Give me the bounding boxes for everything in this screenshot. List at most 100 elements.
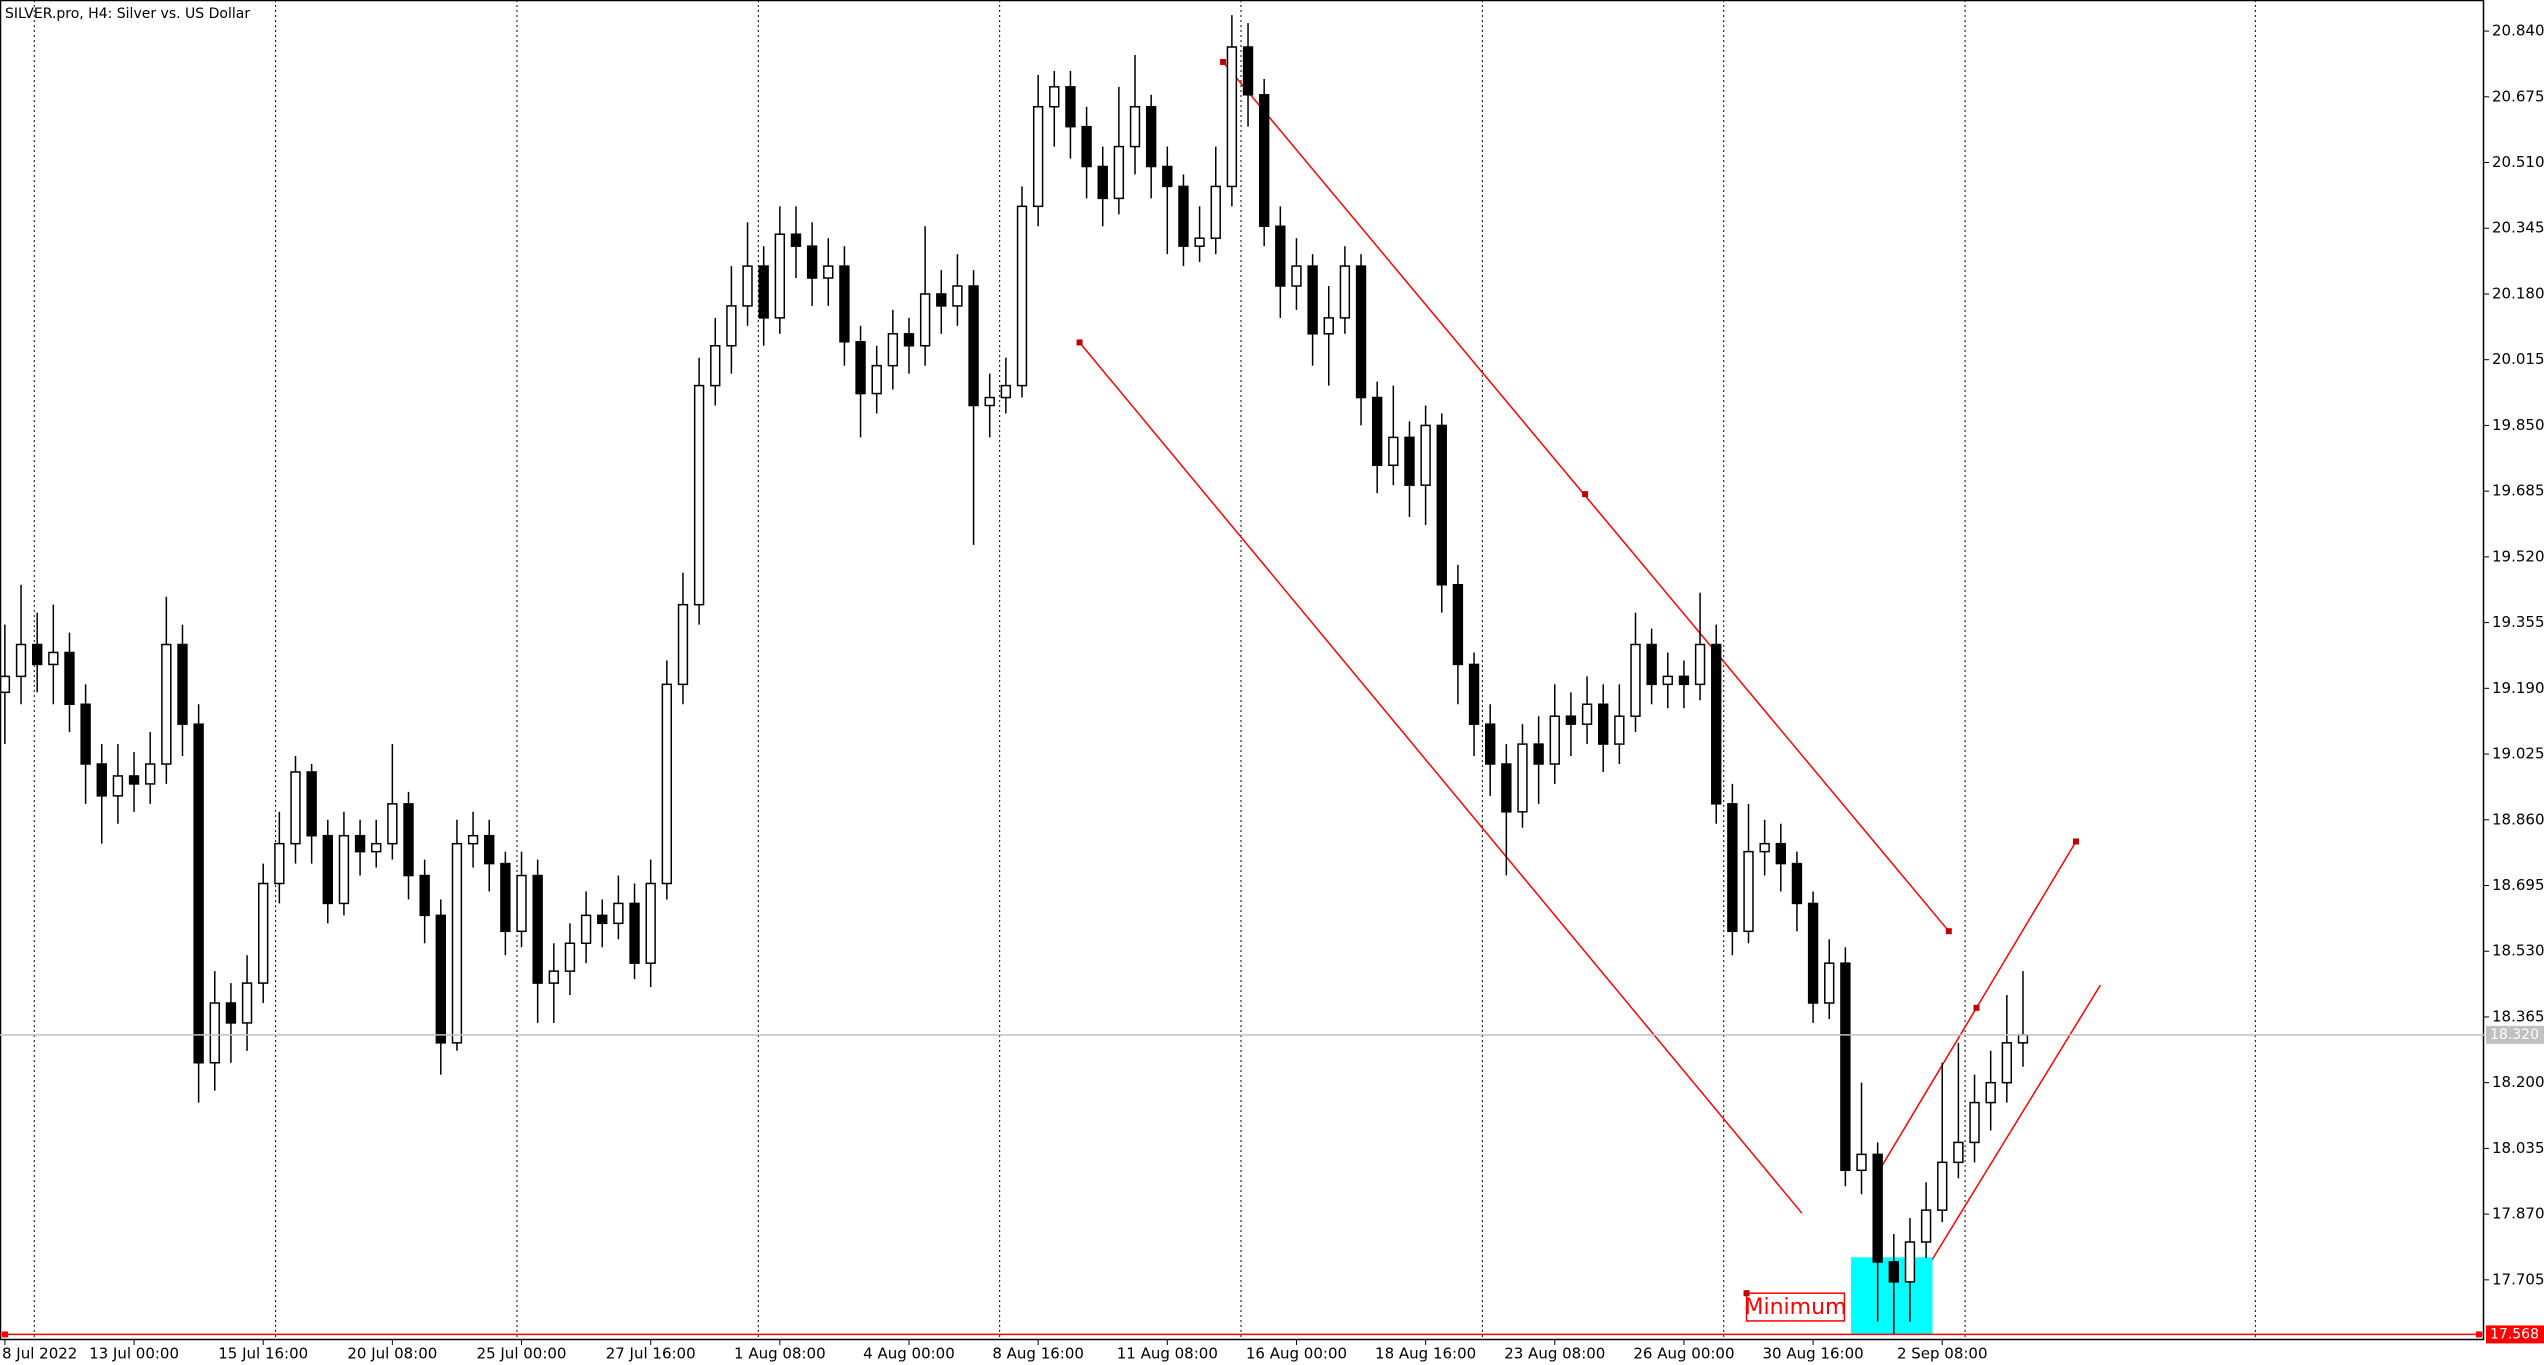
candle-body <box>1436 424 1447 586</box>
candle-body <box>209 1002 220 1064</box>
candle-body <box>435 914 446 1044</box>
trend-point <box>1945 928 1952 935</box>
candle-body <box>887 333 899 367</box>
candle-body <box>855 341 866 395</box>
trend-point <box>1076 339 1083 346</box>
candle-body <box>516 874 527 933</box>
candle-body <box>1791 862 1803 905</box>
y-tick-label: 19.520 <box>2492 547 2544 565</box>
candle-body <box>1129 106 1141 148</box>
candle-body <box>1807 902 1819 1004</box>
chart-title: SILVER.pro, H4: Silver vs. US Dollar <box>5 6 250 22</box>
candle-body <box>500 862 511 933</box>
candle-body <box>1533 743 1544 765</box>
x-tick-label: 8 Jul 2022 <box>2 1345 77 1363</box>
candle-body <box>1404 436 1415 486</box>
candle-body <box>1711 643 1722 805</box>
candle-body <box>403 803 414 877</box>
candle-body <box>1614 715 1625 745</box>
candle-body <box>145 763 156 785</box>
candle-body <box>1872 1153 1883 1263</box>
candle-body <box>548 970 559 984</box>
candle-body <box>1937 1161 1948 1211</box>
candle-body <box>532 874 543 984</box>
candle-body <box>15 643 27 678</box>
candle-body <box>1904 1241 1916 1283</box>
candle-body <box>1694 643 1706 686</box>
x-tick-label: 30 Aug 16:00 <box>1763 1345 1864 1363</box>
candle-body <box>1032 106 1044 208</box>
candle-body <box>1420 424 1431 486</box>
y-tick-label: 20.345 <box>2492 219 2544 237</box>
candle-body <box>1162 165 1173 188</box>
candle-body <box>225 1002 237 1024</box>
candle-body <box>1307 265 1318 335</box>
candle-body <box>193 723 204 1064</box>
y-tick-label: 17.705 <box>2492 1270 2544 1288</box>
y-tick-label: 20.840 <box>2492 22 2544 40</box>
candle-body <box>2001 1042 2013 1084</box>
y-tick-label: 18.365 <box>2492 1007 2544 1025</box>
candle-body <box>936 293 947 307</box>
candle-body <box>371 842 382 853</box>
x-tick-label: 25 Jul 00:00 <box>477 1345 567 1363</box>
candle-body <box>597 914 608 925</box>
candle-body <box>387 803 398 845</box>
candle-body <box>467 834 479 845</box>
candle-body <box>1226 46 1238 188</box>
y-tick-label: 20.675 <box>2492 87 2544 105</box>
trend-line <box>1078 341 1803 1214</box>
x-tick-label: 27 Jul 16:00 <box>606 1345 696 1363</box>
candle-body <box>1969 1101 1980 1144</box>
y-tick-label: 20.510 <box>2492 153 2544 171</box>
candle-body <box>1452 584 1464 666</box>
y-tick-label: 18.695 <box>2492 876 2544 894</box>
candle-body <box>161 643 172 765</box>
candle-body <box>952 285 963 307</box>
candle-body <box>1501 763 1512 813</box>
candle-body <box>1323 317 1334 335</box>
price-label: 17.568 <box>2490 1326 2539 1342</box>
x-tick-label: 23 Aug 08:00 <box>1504 1345 1605 1363</box>
candle-body <box>1775 842 1786 865</box>
y-tick-label: 17.870 <box>2492 1205 2544 1223</box>
candle-body <box>1581 703 1593 725</box>
y-tick-label: 19.355 <box>2492 613 2544 631</box>
candle-body <box>484 834 495 865</box>
x-tick-label: 8 Aug 16:00 <box>992 1345 1084 1363</box>
candle-body <box>1759 842 1770 853</box>
candle-body <box>1856 1153 1867 1172</box>
candle-body <box>1824 962 1835 1004</box>
candle-body <box>274 842 285 885</box>
candle-body <box>1630 643 1641 717</box>
x-tick-label: 15 Jul 16:00 <box>218 1345 308 1363</box>
candle-body <box>661 683 673 885</box>
price-label: 18.320 <box>2490 1027 2539 1043</box>
candle-body <box>1145 106 1157 168</box>
x-tick-label: 18 Aug 16:00 <box>1375 1345 1476 1363</box>
candle-body <box>322 834 333 905</box>
candle-body <box>1953 1141 1964 1164</box>
candle-body <box>710 345 721 387</box>
candle-body <box>790 233 802 247</box>
candle-body <box>871 364 882 395</box>
candle-body <box>419 874 430 917</box>
y-tick-label: 19.685 <box>2492 482 2544 500</box>
candle-body <box>1549 715 1560 765</box>
x-tick-label: 4 Aug 00:00 <box>863 1345 955 1363</box>
candle-body <box>984 396 995 407</box>
candle-body <box>80 703 91 765</box>
candle-body <box>1000 384 1012 399</box>
candle-body <box>1888 1261 1900 1283</box>
candle-body <box>613 902 624 925</box>
candles <box>0 15 2029 1334</box>
candle-body <box>774 233 786 319</box>
candle-body <box>1371 396 1383 467</box>
candle-body <box>2017 1034 2029 1044</box>
price-label-box <box>2486 1025 2544 1044</box>
candle-body <box>726 305 737 347</box>
plot-frame <box>0 0 2485 1341</box>
candle-body <box>1355 265 1367 399</box>
